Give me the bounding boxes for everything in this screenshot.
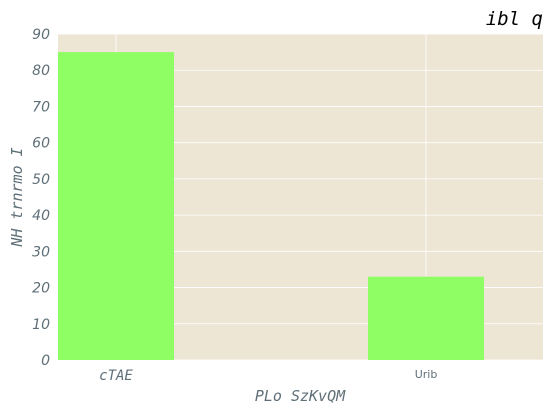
- bar-ctae: [58, 52, 174, 360]
- bar-urib: [368, 276, 484, 360]
- y-tick-label: 70: [32, 99, 50, 115]
- y-tick-label: 60: [32, 136, 50, 152]
- x-axis-label: PLo SzKvQM: [255, 387, 346, 405]
- y-tick-label: 10: [32, 317, 50, 333]
- x-tick-labels: cTAE Urib: [99, 368, 437, 384]
- y-tick-label: 0: [41, 353, 50, 369]
- y-tick-labels: 0 10 20 30 40 50 60 70 80 90: [32, 27, 50, 369]
- y-tick-label: 30: [32, 244, 50, 260]
- y-tick-label: 20: [32, 281, 50, 297]
- y-axis-label: NH trnrmo I: [8, 147, 26, 247]
- y-tick-label: 80: [32, 63, 50, 79]
- x-tick-label: Urib: [415, 368, 438, 381]
- y-tick-label: 40: [32, 208, 50, 224]
- y-tick-label: 90: [32, 27, 50, 43]
- y-tick-label: 50: [32, 172, 50, 188]
- chart-title: ibl q: [486, 8, 543, 30]
- bars: [58, 52, 484, 360]
- x-tick-label: cTAE: [99, 368, 133, 384]
